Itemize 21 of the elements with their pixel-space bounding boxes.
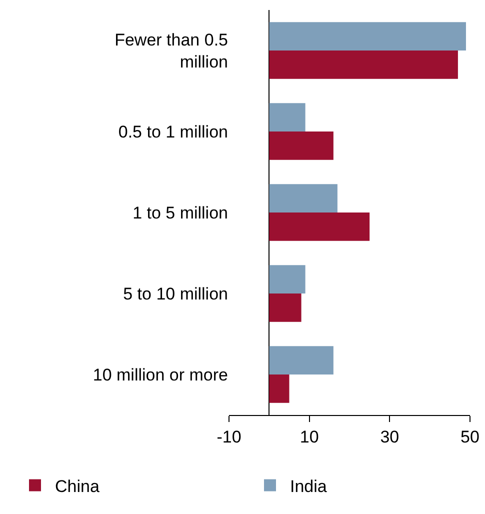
y-tick-label: 1 to 5 million: [132, 203, 228, 222]
y-tick-label: 5 to 10 million: [123, 284, 228, 304]
bar: [269, 184, 338, 212]
x-tick-label: 10: [300, 427, 319, 446]
bar: [269, 22, 466, 50]
x-tick-label: -10: [216, 427, 242, 446]
bar: [269, 265, 306, 294]
bar: [269, 294, 302, 322]
bar: [269, 132, 334, 160]
x-tick-label: 30: [380, 427, 400, 446]
bar: [269, 50, 458, 79]
legend-label: China: [55, 476, 100, 496]
bar: [269, 212, 370, 241]
legend-label: India: [290, 476, 328, 496]
bar: [269, 374, 290, 403]
y-tick-label: Fewer than 0.5 million: [114, 30, 228, 72]
x-tick-label: 50: [460, 427, 480, 446]
y-tick-label: 0.5 to 1 million: [118, 122, 228, 142]
bar: [269, 346, 334, 374]
y-tick-label: 10 million or more: [92, 365, 228, 384]
bar: [269, 103, 306, 132]
